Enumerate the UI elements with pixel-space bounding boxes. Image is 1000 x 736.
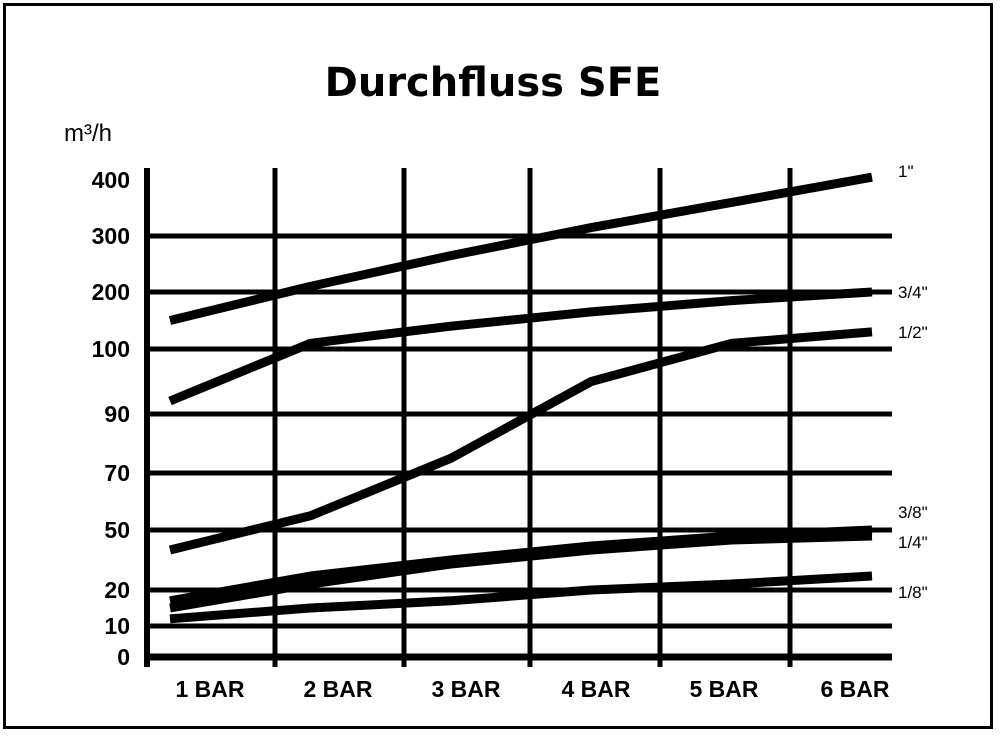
y-axis-unit: m³/h <box>64 120 112 147</box>
y-tick-label: 200 <box>92 279 130 305</box>
y-tick-label: 90 <box>104 401 130 427</box>
chart-title: Durchfluss SFE <box>325 60 662 106</box>
y-tick-label: 400 <box>92 167 130 193</box>
x-tick-label: 1 BAR <box>175 676 244 702</box>
series-label: 1/4" <box>898 533 928 552</box>
y-tick-label: 100 <box>92 336 130 362</box>
x-tick-label: 4 BAR <box>561 676 630 702</box>
series-label: 1" <box>898 162 914 181</box>
series-label: 3/8" <box>898 503 928 522</box>
y-tick-label: 50 <box>104 517 130 543</box>
series-line <box>169 571 873 624</box>
y-tick-label: 10 <box>104 613 130 639</box>
series-line <box>168 172 873 325</box>
x-tick-label: 6 BAR <box>820 676 889 702</box>
y-tick-label: 300 <box>92 223 130 249</box>
y-tick-label: 0 <box>117 644 130 670</box>
series-line <box>168 287 873 406</box>
x-tick-label: 5 BAR <box>689 676 758 702</box>
tick-labels: 0 10 20 50 70 90 100 200 300 400 1 BAR 2 BAR 3 BAR 4 … <box>92 162 928 702</box>
y-tick-label: 20 <box>104 577 130 603</box>
series-line <box>168 327 873 555</box>
x-tick-label: 3 BAR <box>431 676 500 702</box>
series-line <box>169 531 873 613</box>
series-label: 3/4" <box>898 283 928 302</box>
series-label: 1/2" <box>898 323 928 342</box>
y-tick-label: 70 <box>104 460 130 486</box>
series-lines <box>168 172 873 624</box>
chart-frame <box>3 3 993 729</box>
x-tick-label: 2 BAR <box>303 676 372 702</box>
series-label: 1/8" <box>898 583 928 602</box>
